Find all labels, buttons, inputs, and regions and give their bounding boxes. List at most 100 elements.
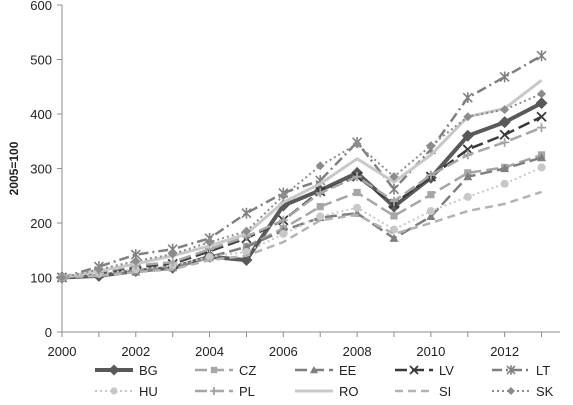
data-point-lv bbox=[462, 144, 473, 155]
legend-marker bbox=[409, 365, 419, 375]
series-sk bbox=[57, 89, 547, 282]
series-line-ee bbox=[61, 156, 542, 279]
legend-label: BG bbox=[139, 363, 158, 378]
legend: BG CZ EE LV LT HU PL RO SI SK bbox=[95, 363, 554, 399]
data-point-hu bbox=[353, 203, 362, 212]
legend-marker bbox=[310, 366, 318, 374]
data-point-sk bbox=[463, 112, 473, 122]
data-point-sk bbox=[241, 226, 251, 236]
data-point-sk bbox=[131, 256, 141, 266]
data-point-pl bbox=[389, 196, 399, 206]
data-point-sk bbox=[315, 161, 325, 171]
data-point-lt bbox=[388, 183, 400, 195]
series-bg bbox=[56, 97, 548, 284]
data-point-hu bbox=[500, 179, 509, 188]
legend-item-lt: LT bbox=[492, 363, 550, 378]
data-point-sk bbox=[94, 264, 104, 274]
series-si bbox=[61, 190, 542, 279]
data-point-sk bbox=[278, 191, 288, 201]
data-point-hu bbox=[463, 192, 472, 201]
data-point-pl bbox=[278, 215, 288, 225]
y-tick-label: 400 bbox=[30, 107, 52, 122]
data-point-cz bbox=[316, 203, 324, 211]
data-point-sk bbox=[426, 141, 436, 151]
series-line-cz bbox=[61, 153, 543, 279]
legend-item-pl: PL bbox=[195, 384, 255, 399]
x-tick-label: 2006 bbox=[269, 344, 298, 359]
data-point-pl bbox=[168, 257, 178, 267]
legend-item-ee: EE bbox=[295, 363, 357, 378]
data-point-lt bbox=[536, 50, 547, 62]
data-point-pl bbox=[315, 188, 325, 198]
axes: 0 100 200 300 400 500 600 2000 2002 2004 2006 2008 2… bbox=[7, 0, 560, 359]
legend-marker bbox=[210, 387, 218, 395]
data-point-sk bbox=[537, 89, 547, 99]
data-point-ee bbox=[500, 164, 510, 173]
data-point-hu bbox=[426, 206, 435, 216]
legend-item-lv: LV bbox=[395, 363, 454, 378]
data-point-ee bbox=[537, 153, 547, 162]
legend-label: EE bbox=[339, 363, 357, 378]
series-line-bg bbox=[61, 101, 543, 280]
data-point-pl bbox=[500, 137, 510, 147]
data-point-sk bbox=[352, 139, 362, 149]
data-point-ee bbox=[389, 233, 399, 242]
data-point-lt bbox=[241, 207, 252, 219]
y-tick-label: 0 bbox=[45, 325, 52, 340]
data-point-ee bbox=[426, 211, 436, 221]
legend-marker bbox=[506, 365, 516, 375]
y-tick-label: 100 bbox=[30, 271, 52, 286]
data-point-hu bbox=[316, 212, 325, 221]
series-line-sk bbox=[61, 92, 542, 279]
data-point-lt bbox=[462, 92, 473, 104]
data-point-hu bbox=[537, 163, 546, 172]
data-point-bg bbox=[498, 116, 511, 129]
data-point-pl bbox=[426, 170, 436, 180]
legend-marker bbox=[507, 387, 515, 395]
legend-label: SK bbox=[536, 384, 554, 399]
data-point-bg bbox=[277, 199, 290, 212]
data-point-bg bbox=[535, 97, 548, 110]
data-point-sk bbox=[500, 105, 510, 115]
x-tick-label: 2008 bbox=[343, 344, 372, 359]
data-point-cz bbox=[427, 191, 435, 199]
y-tick-label: 500 bbox=[30, 53, 52, 68]
series-line-hu bbox=[61, 166, 543, 279]
series-ro bbox=[61, 79, 543, 279]
legend-item-ro: RO bbox=[295, 384, 359, 399]
data-point-pl bbox=[537, 123, 547, 133]
legend-item-hu: HU bbox=[95, 384, 158, 399]
y-axis-title: 2005=100 bbox=[7, 141, 21, 195]
legend-label: PL bbox=[239, 384, 255, 399]
y-tick-label: 300 bbox=[30, 162, 52, 177]
data-point-hu bbox=[279, 229, 288, 238]
x-tick-label: 2010 bbox=[416, 344, 445, 359]
series-line-lv bbox=[61, 115, 543, 279]
data-point-bg bbox=[461, 129, 474, 142]
data-point-cz bbox=[390, 212, 398, 220]
x-tick-label: 2000 bbox=[48, 344, 77, 359]
x-tick-label: 2004 bbox=[195, 344, 224, 359]
series-lt bbox=[56, 50, 547, 283]
data-point-sk bbox=[168, 249, 178, 259]
y-tick-label: 600 bbox=[30, 0, 52, 13]
data-point-lt bbox=[499, 71, 510, 83]
legend-item-bg: BG bbox=[95, 363, 158, 378]
legend-marker bbox=[108, 364, 120, 376]
data-point-pl bbox=[463, 150, 473, 160]
legend-item-sk: SK bbox=[492, 384, 554, 399]
legend-item-si: SI bbox=[395, 384, 451, 399]
legend-marker bbox=[210, 366, 218, 374]
data-point-hu bbox=[205, 252, 214, 261]
legend-label: LV bbox=[439, 363, 454, 378]
data-point-ee bbox=[463, 172, 473, 181]
legend-label: LT bbox=[536, 363, 550, 378]
data-point-lv bbox=[536, 111, 547, 122]
legend-label: CZ bbox=[239, 363, 256, 378]
x-tick-label: 2002 bbox=[121, 344, 150, 359]
series-line-ro bbox=[61, 79, 543, 279]
data-point-sk bbox=[57, 273, 67, 282]
legend-marker bbox=[110, 387, 118, 395]
